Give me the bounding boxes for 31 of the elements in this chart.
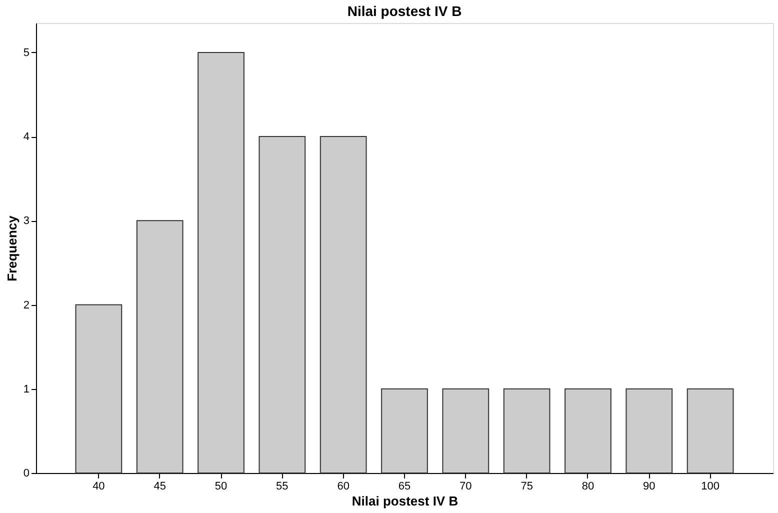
x-tick-label: 55: [276, 480, 288, 492]
bar: [381, 388, 428, 474]
bar: [198, 52, 244, 474]
bar: [442, 388, 490, 474]
x-tick-label: 40: [92, 480, 105, 492]
bar: [136, 220, 184, 474]
y-axis-title: Frequency: [4, 214, 20, 282]
y-tick-label: 0: [23, 468, 30, 480]
bar: [258, 136, 306, 474]
x-tick-label: 65: [398, 480, 411, 492]
x-tick-label: 80: [582, 480, 594, 492]
y-tick-label: 4: [23, 131, 30, 144]
x-tick-label: 75: [520, 480, 533, 492]
bar: [564, 388, 612, 474]
x-tick-label: 60: [337, 480, 350, 492]
bar: [320, 136, 367, 474]
x-axis-title: Nilai postest IV B: [352, 494, 458, 508]
x-tick-label: 100: [701, 480, 720, 492]
x-tick-label: 70: [460, 480, 472, 492]
x-tick-label: 45: [154, 480, 166, 492]
bar: [686, 388, 734, 474]
bar: [626, 388, 673, 474]
y-tick-label: 2: [23, 299, 30, 312]
y-tick-label: 1: [23, 383, 30, 396]
bar: [75, 304, 122, 474]
x-tick-label: 50: [214, 480, 228, 492]
y-tick-label: 3: [23, 215, 30, 228]
bar: [503, 388, 550, 474]
x-tick-label: 90: [643, 480, 656, 492]
chart-title: Nilai postest IV B: [347, 3, 462, 19]
y-tick-label: 5: [23, 46, 30, 59]
